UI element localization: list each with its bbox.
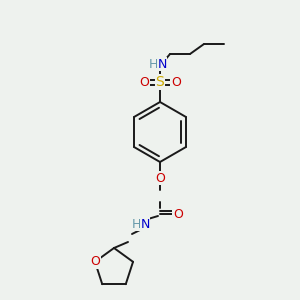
Text: H: H — [131, 218, 141, 230]
Text: N: N — [157, 58, 167, 70]
Text: O: O — [173, 208, 183, 220]
Text: H: H — [148, 58, 158, 70]
Text: O: O — [90, 255, 100, 268]
Text: O: O — [171, 76, 181, 88]
Text: S: S — [156, 75, 164, 89]
Text: N: N — [140, 218, 150, 230]
Text: O: O — [155, 172, 165, 184]
Text: O: O — [139, 76, 149, 88]
